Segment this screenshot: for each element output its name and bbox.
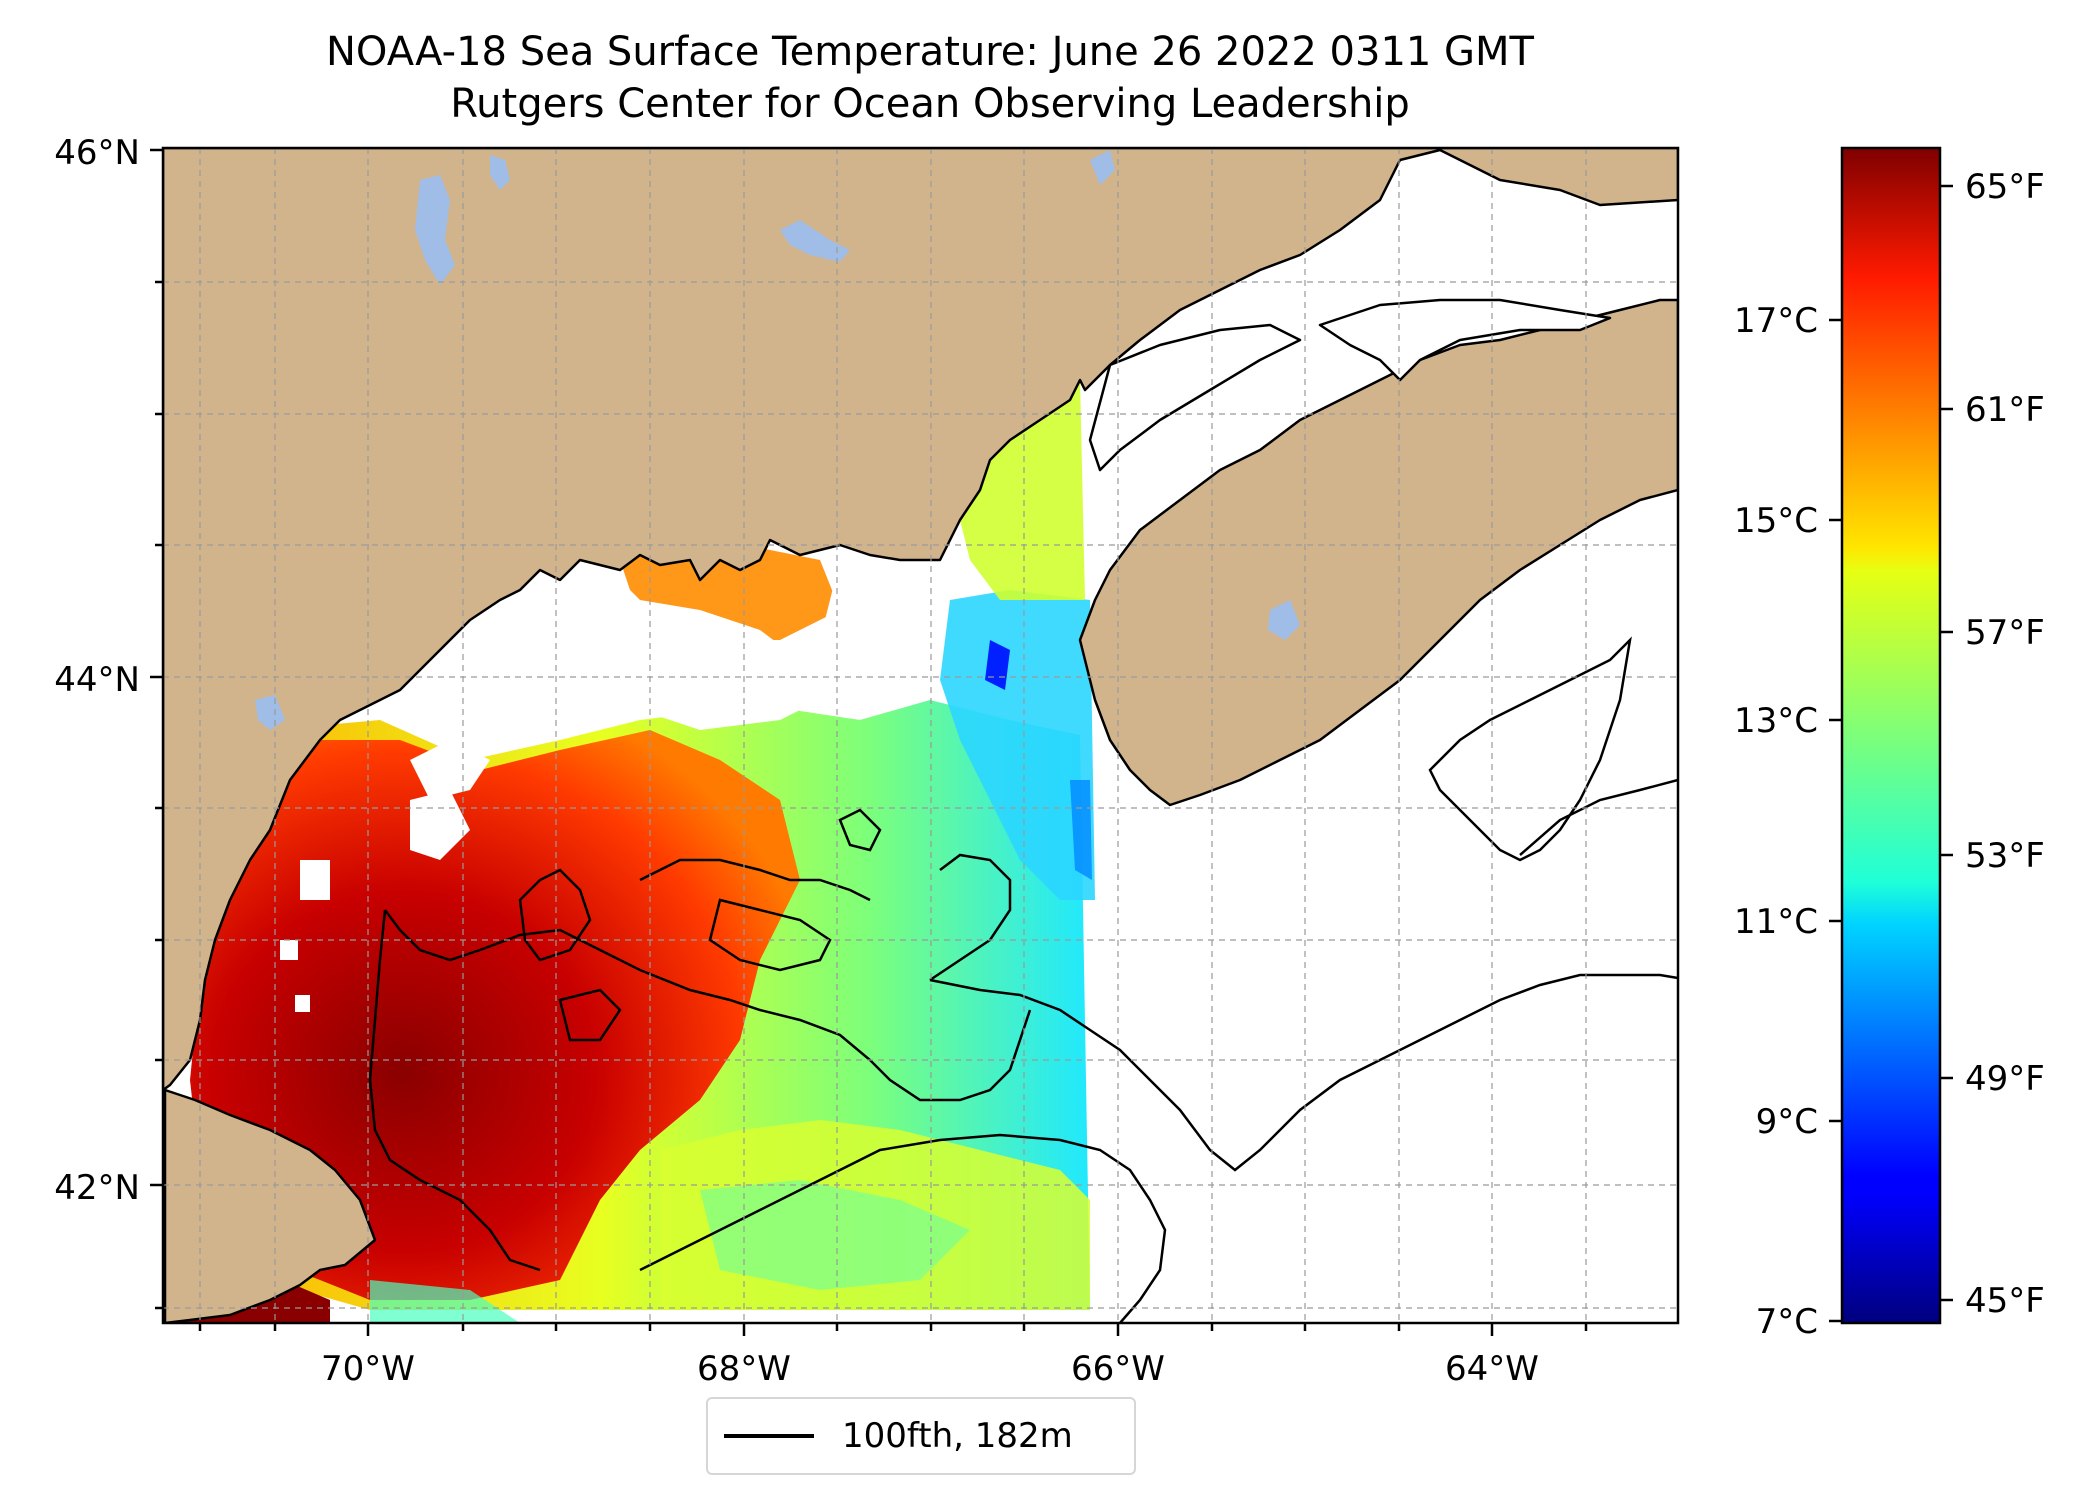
colorbar-fahrenheit-label: 65°F [1965, 167, 2045, 207]
map-frame [161, 146, 1680, 1325]
colorbar-celsius-label: 7°C [1756, 1302, 1818, 1342]
colorbar-celsius-label: 11°C [1734, 902, 1818, 942]
colorbar-celsius-label: 9°C [1756, 1102, 1818, 1142]
isobath-legend-label: 100fth, 182m [842, 1416, 1073, 1456]
lat-tick-label: 42°N [54, 1168, 140, 1208]
lon-tick-label: 68°W [697, 1349, 791, 1389]
colorbar-celsius-label: 15°C [1734, 501, 1818, 541]
colorbar-gradient [1840, 146, 1942, 1325]
lat-tick-label: 46°N [54, 133, 140, 173]
map-subtitle: Rutgers Center for Ocean Observing Leade… [450, 81, 1410, 127]
map-legend: 100fth, 182m [706, 1397, 1136, 1475]
map-area [163, 148, 1678, 1323]
land-pei [1318, 298, 1612, 382]
isobath-100fth [368, 636, 1678, 1323]
colorbar-fahrenheit-label: 45°F [1965, 1281, 2045, 1321]
land-bay-of-fundy-gap [1088, 323, 1302, 472]
lon-ticks [198, 1323, 1588, 1336]
lat-tick-label: 44°N [54, 660, 140, 700]
land-novascotia [1078, 298, 1678, 807]
land [163, 148, 1678, 1323]
lon-tick-label: 66°W [1071, 1349, 1165, 1389]
land-capecod [163, 1088, 377, 1323]
lakes [255, 150, 1300, 730]
lon-tick-label: 64°W [1445, 1349, 1539, 1389]
land-northwest [163, 148, 1678, 1092]
sst-field [165, 380, 1095, 1323]
colorbar-fahrenheit-label: 61°F [1965, 390, 2045, 430]
colorbar-fahrenheit-label: 49°F [1965, 1059, 2045, 1099]
colorbar-celsius-label: 17°C [1734, 301, 1818, 341]
lon-tick-label: 70°W [321, 1349, 415, 1389]
colorbar: 17°C 15°C 13°C 11°C 9°C 7°C 65°F 61°F 57… [1734, 146, 2045, 1342]
colorbar-fahrenheit-label: 53°F [1965, 836, 2045, 876]
colorbar-fahrenheit-label: 57°F [1965, 613, 2045, 653]
isobath-legend-line [724, 1434, 814, 1438]
colorbar-celsius-label: 13°C [1734, 701, 1818, 741]
lat-ticks [150, 148, 163, 1310]
map-title: NOAA-18 Sea Surface Temperature: June 26… [325, 29, 1534, 75]
gridlines [163, 148, 1678, 1323]
